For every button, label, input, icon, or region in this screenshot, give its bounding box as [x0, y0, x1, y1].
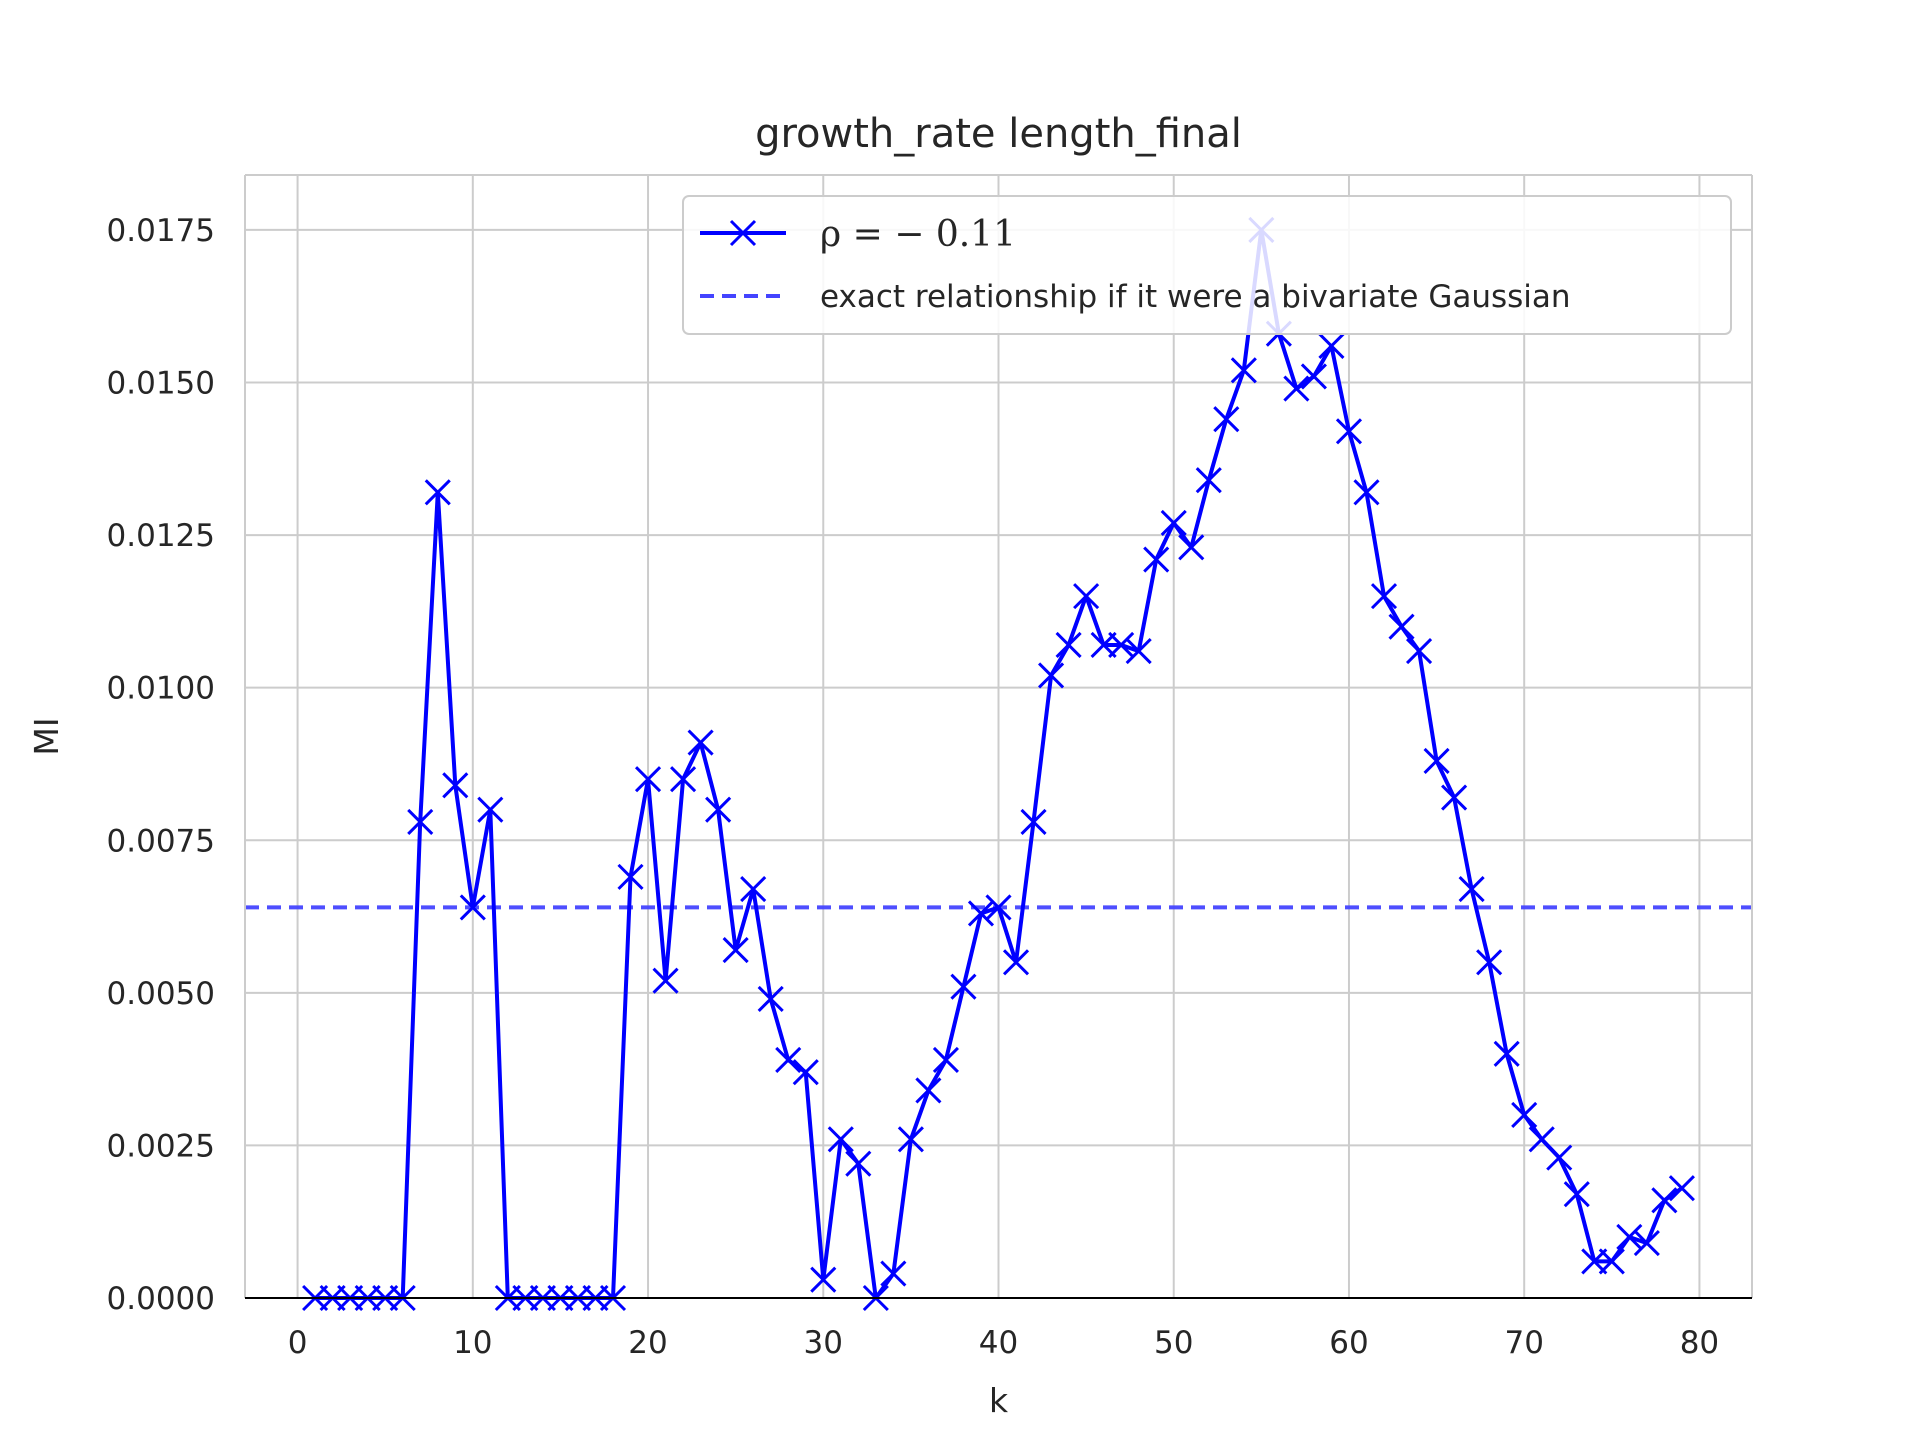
- legend: ρ = − 0.11 exact relationship if it were…: [682, 195, 1732, 335]
- data-point-marker: [810, 1266, 837, 1293]
- data-point-marker: [687, 729, 714, 756]
- legend-box: [682, 195, 1732, 335]
- data-point-marker: [1230, 357, 1257, 384]
- data-point-marker: [1476, 949, 1503, 976]
- legend-marker-x-icon: [729, 219, 757, 247]
- data-point-marker: [985, 894, 1012, 921]
- data-point-marker: [1493, 1040, 1520, 1067]
- data-point-marker: [950, 973, 977, 1000]
- y-tick-label: 0.0150: [107, 366, 215, 402]
- data-point-marker: [1546, 1144, 1573, 1171]
- data-point-marker: [652, 967, 679, 994]
- data-point-marker: [967, 900, 995, 927]
- data-point-marker: [1020, 808, 1047, 836]
- data-point-marker: [477, 796, 504, 823]
- data-point-marker: [775, 1046, 802, 1074]
- y-tick-label: 0.0175: [107, 213, 215, 249]
- data-point-marker: [705, 796, 732, 823]
- y-tick-label: 0.0000: [107, 1281, 215, 1317]
- data-point-marker: [1160, 509, 1187, 536]
- data-point-marker: [634, 766, 662, 793]
- x-tick-label: 60: [1329, 1325, 1368, 1361]
- data-point-marker: [670, 766, 697, 793]
- data-point-marker: [442, 772, 469, 799]
- data-point-marker: [757, 985, 784, 1013]
- x-tick-label: 50: [1154, 1325, 1193, 1361]
- data-point-marker: [424, 479, 451, 506]
- x-tick-label: 40: [979, 1325, 1018, 1361]
- data-point-marker: [1335, 418, 1363, 445]
- data-point-marker: [1651, 1187, 1678, 1214]
- data-point-marker: [1616, 1223, 1643, 1251]
- x-tick-label: 80: [1680, 1325, 1719, 1361]
- data-point-marker: [880, 1260, 907, 1287]
- data-point-marker: [1441, 784, 1468, 811]
- data-point-marker: [897, 1126, 924, 1153]
- data-point-marker: [1423, 747, 1450, 774]
- y-axis-label: MI: [27, 717, 66, 755]
- legend-label-series-1: ρ = − 0.11: [820, 214, 1016, 255]
- data-point-marker: [1213, 406, 1240, 433]
- data-point-marker: [740, 876, 767, 903]
- data-point-marker: [1055, 631, 1082, 659]
- data-point-marker: [1002, 949, 1030, 976]
- x-tick-label: 10: [453, 1325, 492, 1361]
- data-point-marker: [1125, 637, 1152, 665]
- x-tick-label: 30: [804, 1325, 843, 1361]
- data-point-marker: [1353, 479, 1380, 506]
- data-point-marker: [932, 1046, 959, 1074]
- data-point-marker: [1108, 631, 1135, 659]
- data-point-marker: [407, 808, 434, 836]
- data-point-marker: [1668, 1175, 1695, 1202]
- data-point-marker: [1511, 1101, 1538, 1128]
- data-point-marker: [1038, 662, 1065, 689]
- axes: [244, 174, 1753, 1299]
- data-point-marker: [827, 1126, 854, 1153]
- data-point-marker: [1405, 637, 1433, 665]
- y-tick-label: 0.0050: [107, 976, 215, 1012]
- data-point-marker: [1300, 363, 1327, 390]
- data-point-marker: [792, 1059, 819, 1086]
- data-point-marker: [1318, 332, 1345, 359]
- x-axis-label: k: [989, 1381, 1009, 1420]
- y-tick-label: 0.0125: [107, 518, 215, 554]
- data-point-marker: [722, 937, 749, 964]
- tick-labels: 0 10 20 30 40 50 60 70 80 0.0000 0.0025 0.0050 0.007…: [107, 213, 1720, 1361]
- y-tick-label: 0.0100: [107, 671, 215, 707]
- data-point-marker: [617, 863, 644, 890]
- y-tick-label: 0.0075: [107, 823, 215, 859]
- data-point-marker: [1598, 1248, 1625, 1275]
- data-point-marker: [1388, 613, 1415, 640]
- data-point-marker: [1195, 467, 1222, 494]
- data-point-marker: [1073, 583, 1100, 610]
- data-point-marker: [1143, 546, 1170, 573]
- data-point-marker: [1633, 1230, 1660, 1257]
- data-point-marker: [1458, 876, 1485, 903]
- data-point-marker: [1563, 1181, 1590, 1208]
- data-point-marker: [1370, 583, 1398, 610]
- x-tick-label: 0: [288, 1325, 308, 1361]
- legend-label-series-2: exact relationship if it were a bivariat…: [820, 279, 1571, 315]
- data-point-marker: [459, 894, 486, 921]
- data-point-marker: [1178, 534, 1205, 561]
- x-tick-label: 20: [628, 1325, 667, 1361]
- data-point-marker: [915, 1077, 942, 1104]
- chart-title: growth_rate length_final: [755, 111, 1242, 157]
- data-point-marker: [845, 1150, 872, 1177]
- data-point-marker: [1283, 375, 1310, 402]
- y-tick-label: 0.0025: [107, 1128, 215, 1164]
- x-tick-label: 70: [1504, 1325, 1543, 1361]
